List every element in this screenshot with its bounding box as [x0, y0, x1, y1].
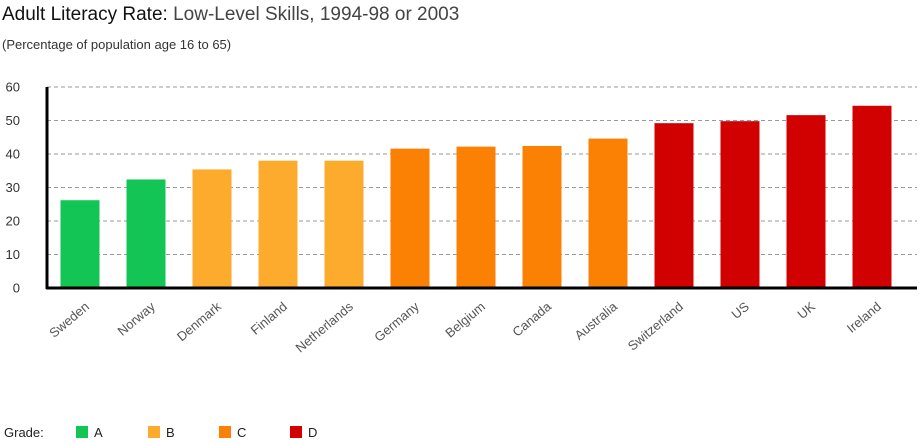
bar — [522, 145, 562, 288]
bar — [258, 160, 298, 288]
chart-title: Adult Literacy Rate: Low-Level Skills, 1… — [2, 4, 459, 26]
bar — [588, 138, 628, 288]
y-tick-label: 50 — [6, 113, 20, 128]
x-tick-label: US — [728, 299, 752, 322]
legend-item-c: C — [219, 425, 246, 440]
legend-item-b: B — [148, 425, 175, 440]
x-tick-label: Ireland — [844, 299, 884, 336]
y-tick-label: 20 — [6, 214, 20, 229]
bar — [852, 105, 892, 288]
x-tick-label: Australia — [572, 298, 621, 342]
y-tick-label: 0 — [13, 281, 20, 296]
legend-swatch-c — [219, 426, 231, 438]
bar — [60, 200, 100, 288]
legend-item-d: D — [290, 425, 317, 440]
legend-item-a: A — [76, 425, 103, 440]
legend-swatch-a — [76, 426, 88, 438]
x-tick-label: Finland — [248, 299, 290, 338]
y-tick-label: 40 — [6, 147, 20, 162]
legend-label-c: C — [237, 425, 247, 440]
x-tick-label: Norway — [115, 298, 159, 338]
bar — [126, 179, 166, 288]
legend-swatch-b — [148, 426, 160, 438]
legend-label-a: A — [94, 425, 103, 440]
bar — [786, 115, 826, 288]
x-tick-label: Switzerland — [625, 299, 686, 354]
legend-swatch-d — [290, 426, 302, 438]
chart-title-rest: Low-Level Skills, 1994-98 or 2003 — [167, 4, 460, 25]
y-tick-label: 10 — [6, 247, 20, 262]
bar — [324, 160, 364, 288]
y-tick-label: 60 — [6, 80, 20, 95]
legend-title: Grade: — [4, 425, 44, 440]
bar — [390, 148, 430, 288]
chart-subtitle: (Percentage of population age 16 to 65) — [2, 37, 232, 52]
bar — [192, 169, 232, 288]
bar — [720, 121, 760, 288]
chart-title-main: Adult Literacy Rate: — [2, 4, 168, 25]
bar — [456, 146, 496, 288]
legend-label-d: D — [308, 425, 318, 440]
x-tick-label: Denmark — [174, 298, 224, 344]
bar-chart: 0 10 20 30 40 50 60 Sweden Norway Denmark Finland N… — [6, 80, 917, 355]
x-tick-label: Netherlands — [293, 298, 357, 355]
x-tick-label: Germany — [371, 298, 422, 344]
x-tick-label: Belgium — [442, 299, 488, 341]
x-tick-label: UK — [794, 299, 818, 322]
x-tick-label: Sweden — [46, 299, 92, 341]
bar — [654, 123, 694, 289]
y-tick-label: 30 — [6, 180, 20, 195]
legend-label-b: B — [166, 425, 175, 440]
x-tick-label: Canada — [509, 298, 554, 339]
